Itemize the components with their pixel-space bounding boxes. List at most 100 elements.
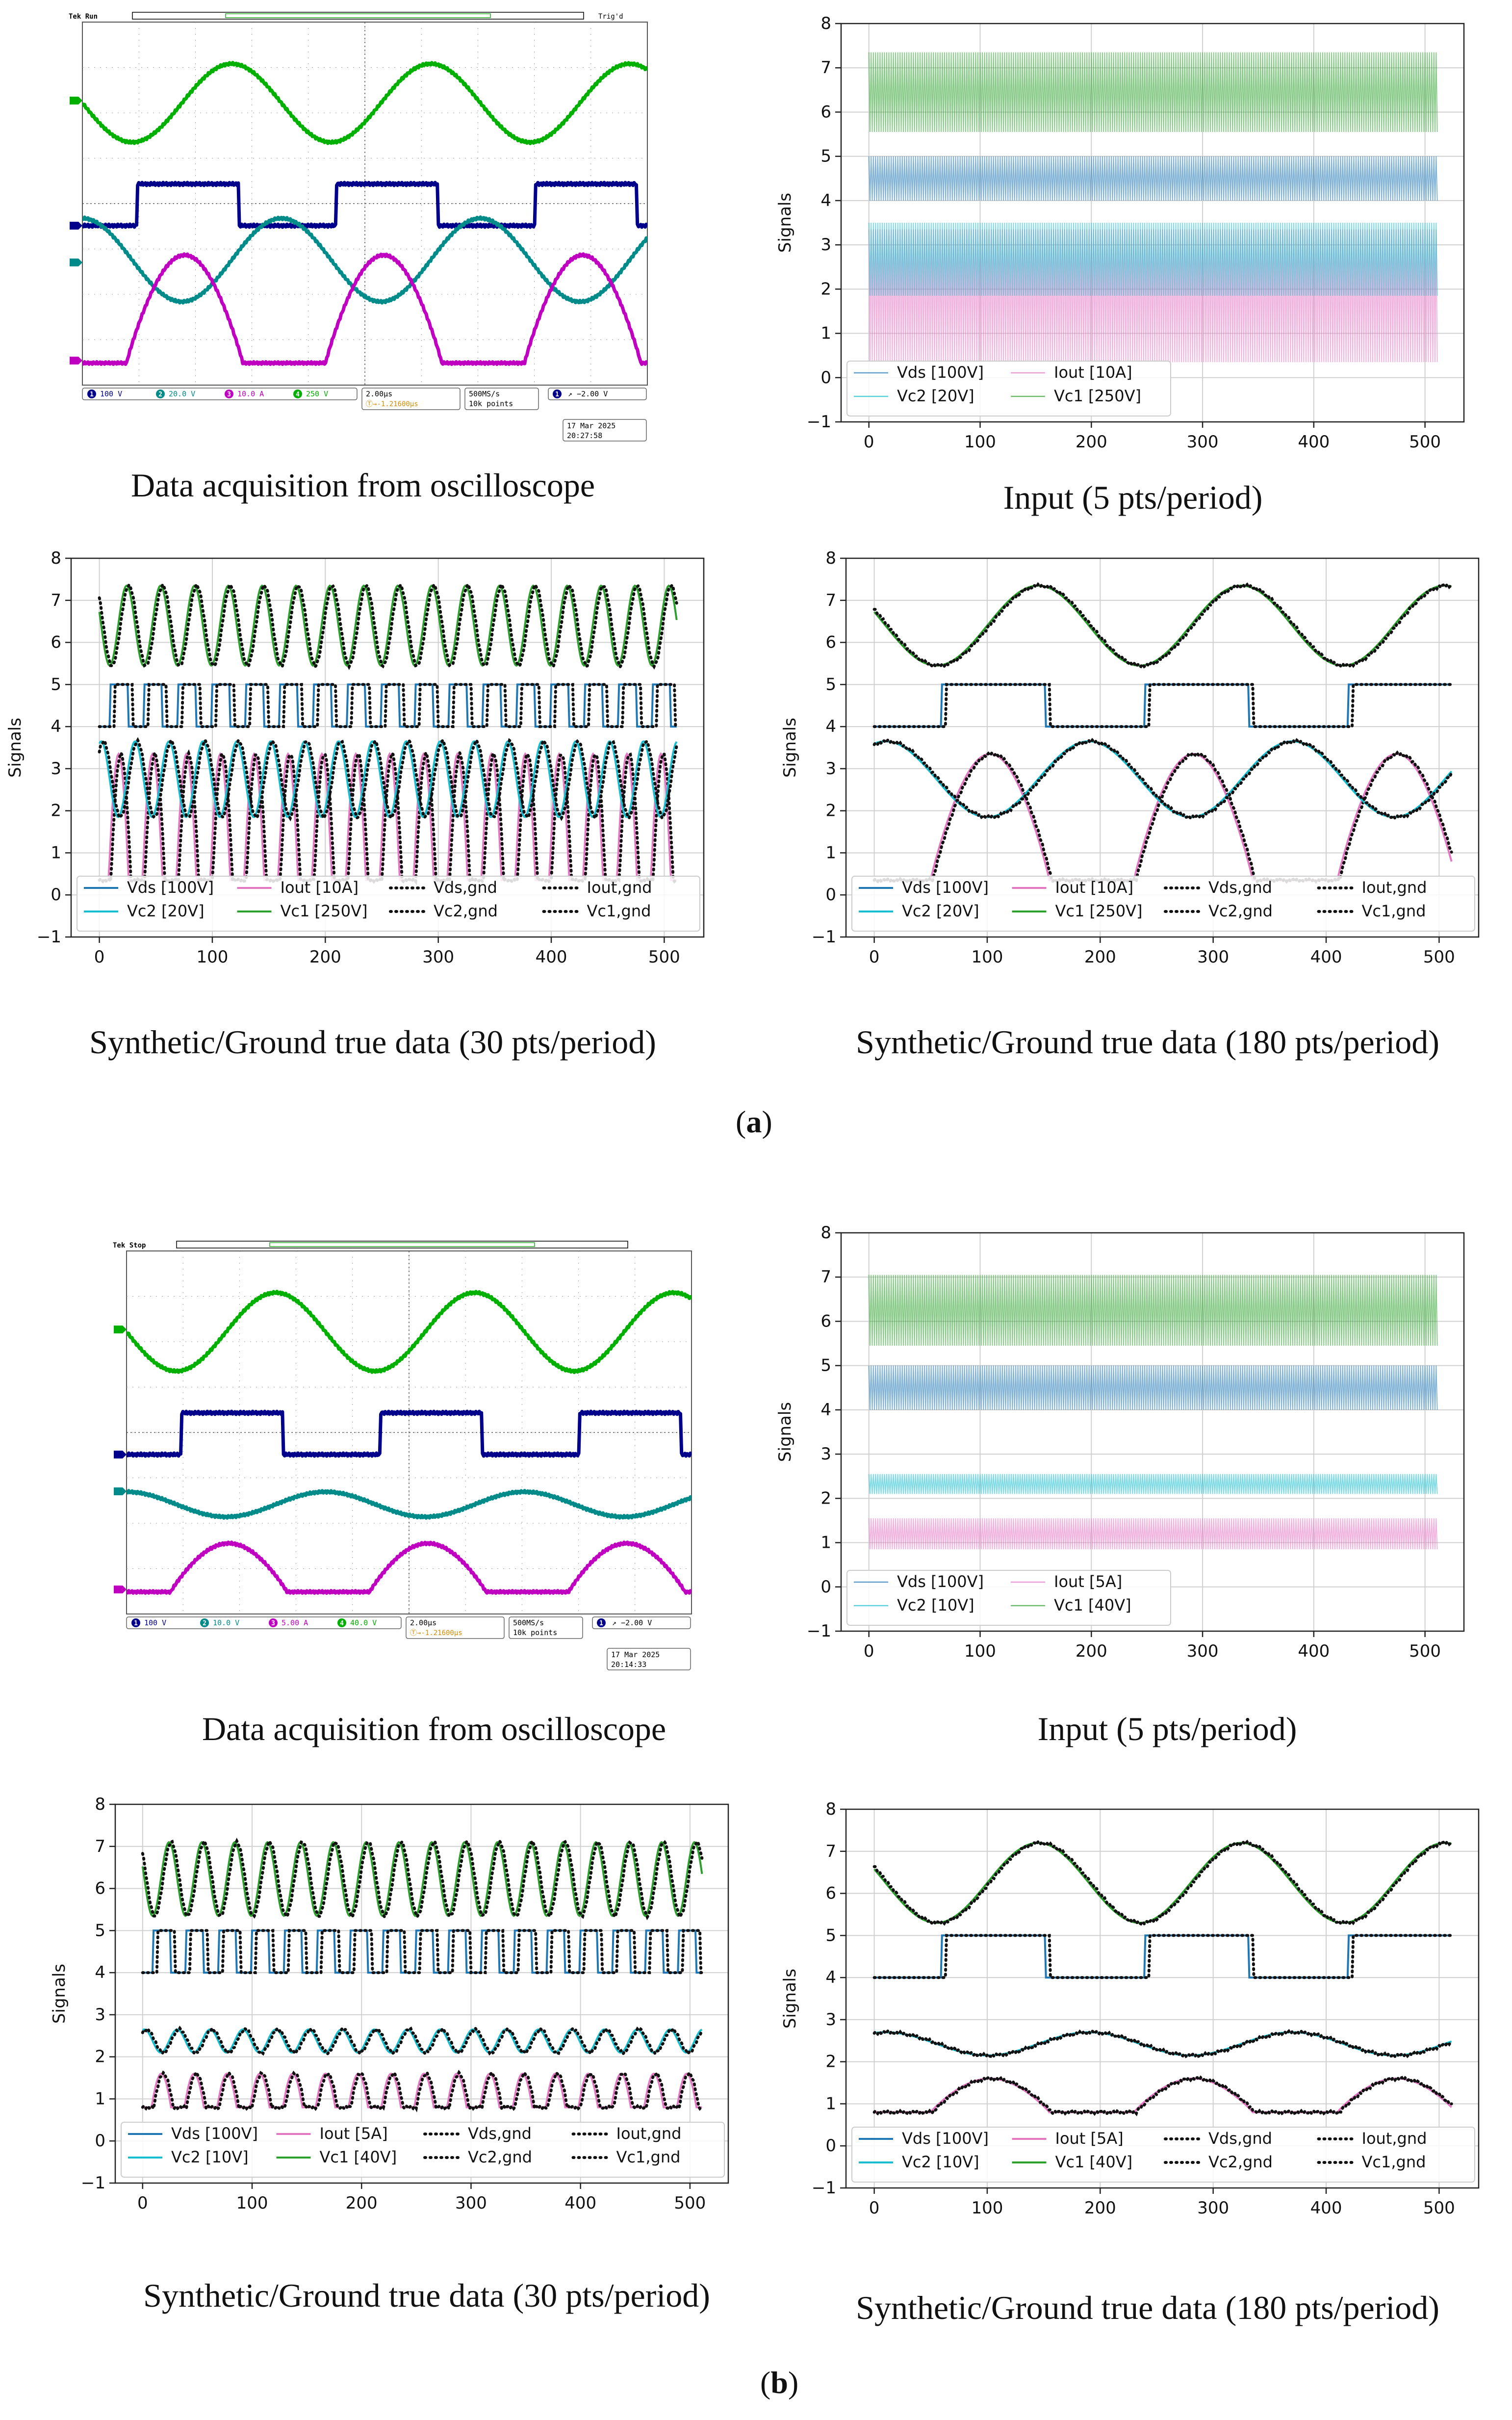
legend-label: Vds,gnd bbox=[468, 2124, 532, 2143]
legend-label: Vc2 [20V] bbox=[897, 387, 974, 405]
legend: Vds [100V] Iout [10A] Vds,gnd Iout,gnd Vc2 [… bbox=[851, 876, 1475, 932]
channel-number: 3 bbox=[227, 391, 231, 398]
y-tick-label: 4 bbox=[825, 1968, 836, 1987]
x-tick-label: 300 bbox=[422, 947, 454, 967]
series-gnd-Vds bbox=[872, 1934, 1453, 1979]
y-tick-label: −1 bbox=[812, 927, 836, 947]
axes-frame bbox=[114, 1803, 729, 2184]
plot-area bbox=[846, 1809, 1479, 2188]
x-tick-label: 200 bbox=[346, 2193, 378, 2213]
series-gnd-Vc2 bbox=[872, 737, 1453, 821]
legend-label: Vc1 [250V] bbox=[1055, 902, 1143, 920]
y-tick-label: 2 bbox=[95, 2047, 105, 2067]
y-tick-label: −1 bbox=[37, 927, 61, 947]
legend-label: Iout,gnd bbox=[587, 878, 652, 897]
channel-scale: 250 V bbox=[306, 390, 328, 398]
y-tick-label: 8 bbox=[820, 1224, 831, 1243]
y-tick-label: 3 bbox=[95, 2005, 105, 2025]
legend-label: Vc2,gnd bbox=[434, 902, 498, 920]
y-tick-label: −1 bbox=[812, 2178, 836, 2198]
y-tick-label: 5 bbox=[51, 675, 61, 694]
channel-scale: 5.00 A bbox=[282, 1618, 308, 1627]
channel-badge bbox=[156, 390, 165, 398]
timebase-box bbox=[406, 1616, 505, 1639]
x-tick-label: 400 bbox=[1298, 432, 1330, 452]
legend-label: Iout,gnd bbox=[1362, 2129, 1427, 2148]
legend-label: Vds,gnd bbox=[1208, 878, 1272, 897]
y-axis-label: Signals bbox=[780, 1969, 800, 2029]
legend-label: Vds,gnd bbox=[1208, 2129, 1272, 2148]
axes-frame bbox=[845, 1808, 1480, 2189]
caption-scope-a: Data acquisition from oscilloscope bbox=[130, 467, 595, 504]
x-tick-label: 0 bbox=[94, 947, 105, 967]
legend-label: Vc1,gnd bbox=[587, 902, 651, 920]
sample-rate: 500MS/s bbox=[513, 1618, 544, 1627]
channel-readout-box bbox=[126, 1616, 402, 1629]
ch3-trace bbox=[82, 252, 647, 366]
legend-label: Iout [10A] bbox=[1055, 878, 1134, 897]
series-group bbox=[868, 1275, 1438, 1550]
record-length: 10k points bbox=[469, 399, 513, 408]
channel-marker-3 bbox=[70, 259, 82, 266]
y-tick-label: 6 bbox=[95, 1879, 105, 1899]
series-line-Vc2 bbox=[873, 740, 1453, 818]
y-tick-label: 8 bbox=[825, 549, 836, 568]
x-tick-label: 200 bbox=[1084, 947, 1116, 967]
channel-number: 2 bbox=[158, 391, 162, 398]
trigger-offset: Ⓣ→-1.21600µs bbox=[410, 1629, 462, 1637]
y-tick-label: 3 bbox=[825, 759, 836, 779]
channel-marker-2 bbox=[70, 222, 82, 230]
channel-scale: 40.0 V bbox=[350, 1618, 377, 1627]
legend-label: Iout [5A] bbox=[1055, 2129, 1124, 2148]
series-gnd-Vc1 bbox=[872, 1839, 1453, 1926]
series-gnd-Vds bbox=[872, 683, 1453, 729]
y-tick-label: 3 bbox=[820, 235, 831, 255]
series-gnd-Iout bbox=[98, 748, 678, 886]
y-tick-label: 7 bbox=[51, 591, 61, 610]
chart-a-input: −1 0 1 2 3 4 5 6 7 8 0 100 200 300 400 500 Signals Vds [1… bbox=[775, 15, 1465, 452]
legend: Vds [100V] Iout [10A] Vc2 [20V] Vc1 [250V] bbox=[846, 361, 1171, 416]
y-tick-label: 1 bbox=[820, 1533, 831, 1553]
y-tick-label: −1 bbox=[81, 2173, 105, 2193]
y-tick-label: 0 bbox=[825, 2136, 836, 2156]
series-gnd-Vc1 bbox=[98, 581, 678, 670]
caption-a-30: Synthetic/Ground true data (30 pts/perio… bbox=[89, 1023, 656, 1061]
series-gnd-Vc2 bbox=[872, 2029, 1453, 2059]
x-tick-label: 200 bbox=[1076, 1641, 1107, 1661]
series-gnd-Vc2 bbox=[141, 2025, 704, 2057]
scope-status: Tek Stop bbox=[113, 1242, 146, 1249]
channel-marker-1 bbox=[70, 97, 82, 104]
y-tick-label: 1 bbox=[825, 843, 836, 862]
caption-scope-b: Data acquisition from oscilloscope bbox=[202, 1710, 666, 1747]
legend-label: Vc1 [250V] bbox=[1054, 387, 1141, 405]
channel-marker-4 bbox=[70, 357, 82, 364]
trigger-level: ↗ −2.00 V bbox=[612, 1618, 652, 1627]
channel-scale: 20.0 V bbox=[169, 390, 195, 398]
x-tick-label: 100 bbox=[971, 2198, 1003, 2218]
scope-date: 17 Mar 2025 bbox=[567, 421, 615, 430]
scope-status-bar: 1 100 V 2 10.0 V 3 5.00 A 4 40.0 V 2.00µs Ⓣ→-1.21… bbox=[126, 1616, 691, 1670]
ch3-trace bbox=[127, 1540, 692, 1595]
scope-trig-status: Trig'd bbox=[598, 13, 623, 21]
x-tick-label: 300 bbox=[1197, 947, 1229, 967]
acq-box bbox=[509, 1616, 583, 1639]
trigger-channel: 1 bbox=[599, 1620, 603, 1627]
caption-b-30: Synthetic/Ground true data (30 pts/perio… bbox=[143, 2277, 710, 2314]
y-tick-label: 1 bbox=[825, 2094, 836, 2113]
timebase-box bbox=[361, 388, 461, 410]
caption-a-180: Synthetic/Ground true data (180 pts/peri… bbox=[856, 1023, 1439, 1061]
legend-label: Vc2 [20V] bbox=[902, 902, 979, 920]
x-tick-label: 0 bbox=[137, 2193, 148, 2213]
legend-label: Vc1,gnd bbox=[616, 2148, 681, 2166]
channel-scale: 10.0 A bbox=[237, 390, 264, 398]
scope-traces bbox=[127, 1290, 692, 1595]
x-tick-label: 500 bbox=[674, 2193, 706, 2213]
series-group bbox=[872, 582, 1453, 885]
y-tick-label: 2 bbox=[51, 801, 61, 821]
channel-number: 3 bbox=[271, 1620, 275, 1627]
y-tick-label: 7 bbox=[820, 1267, 831, 1287]
y-axis-label: Signals bbox=[775, 193, 795, 253]
sample-rate: 500MS/s bbox=[469, 390, 500, 398]
channel-marker-3 bbox=[114, 1487, 127, 1495]
legend-box bbox=[121, 2122, 725, 2178]
